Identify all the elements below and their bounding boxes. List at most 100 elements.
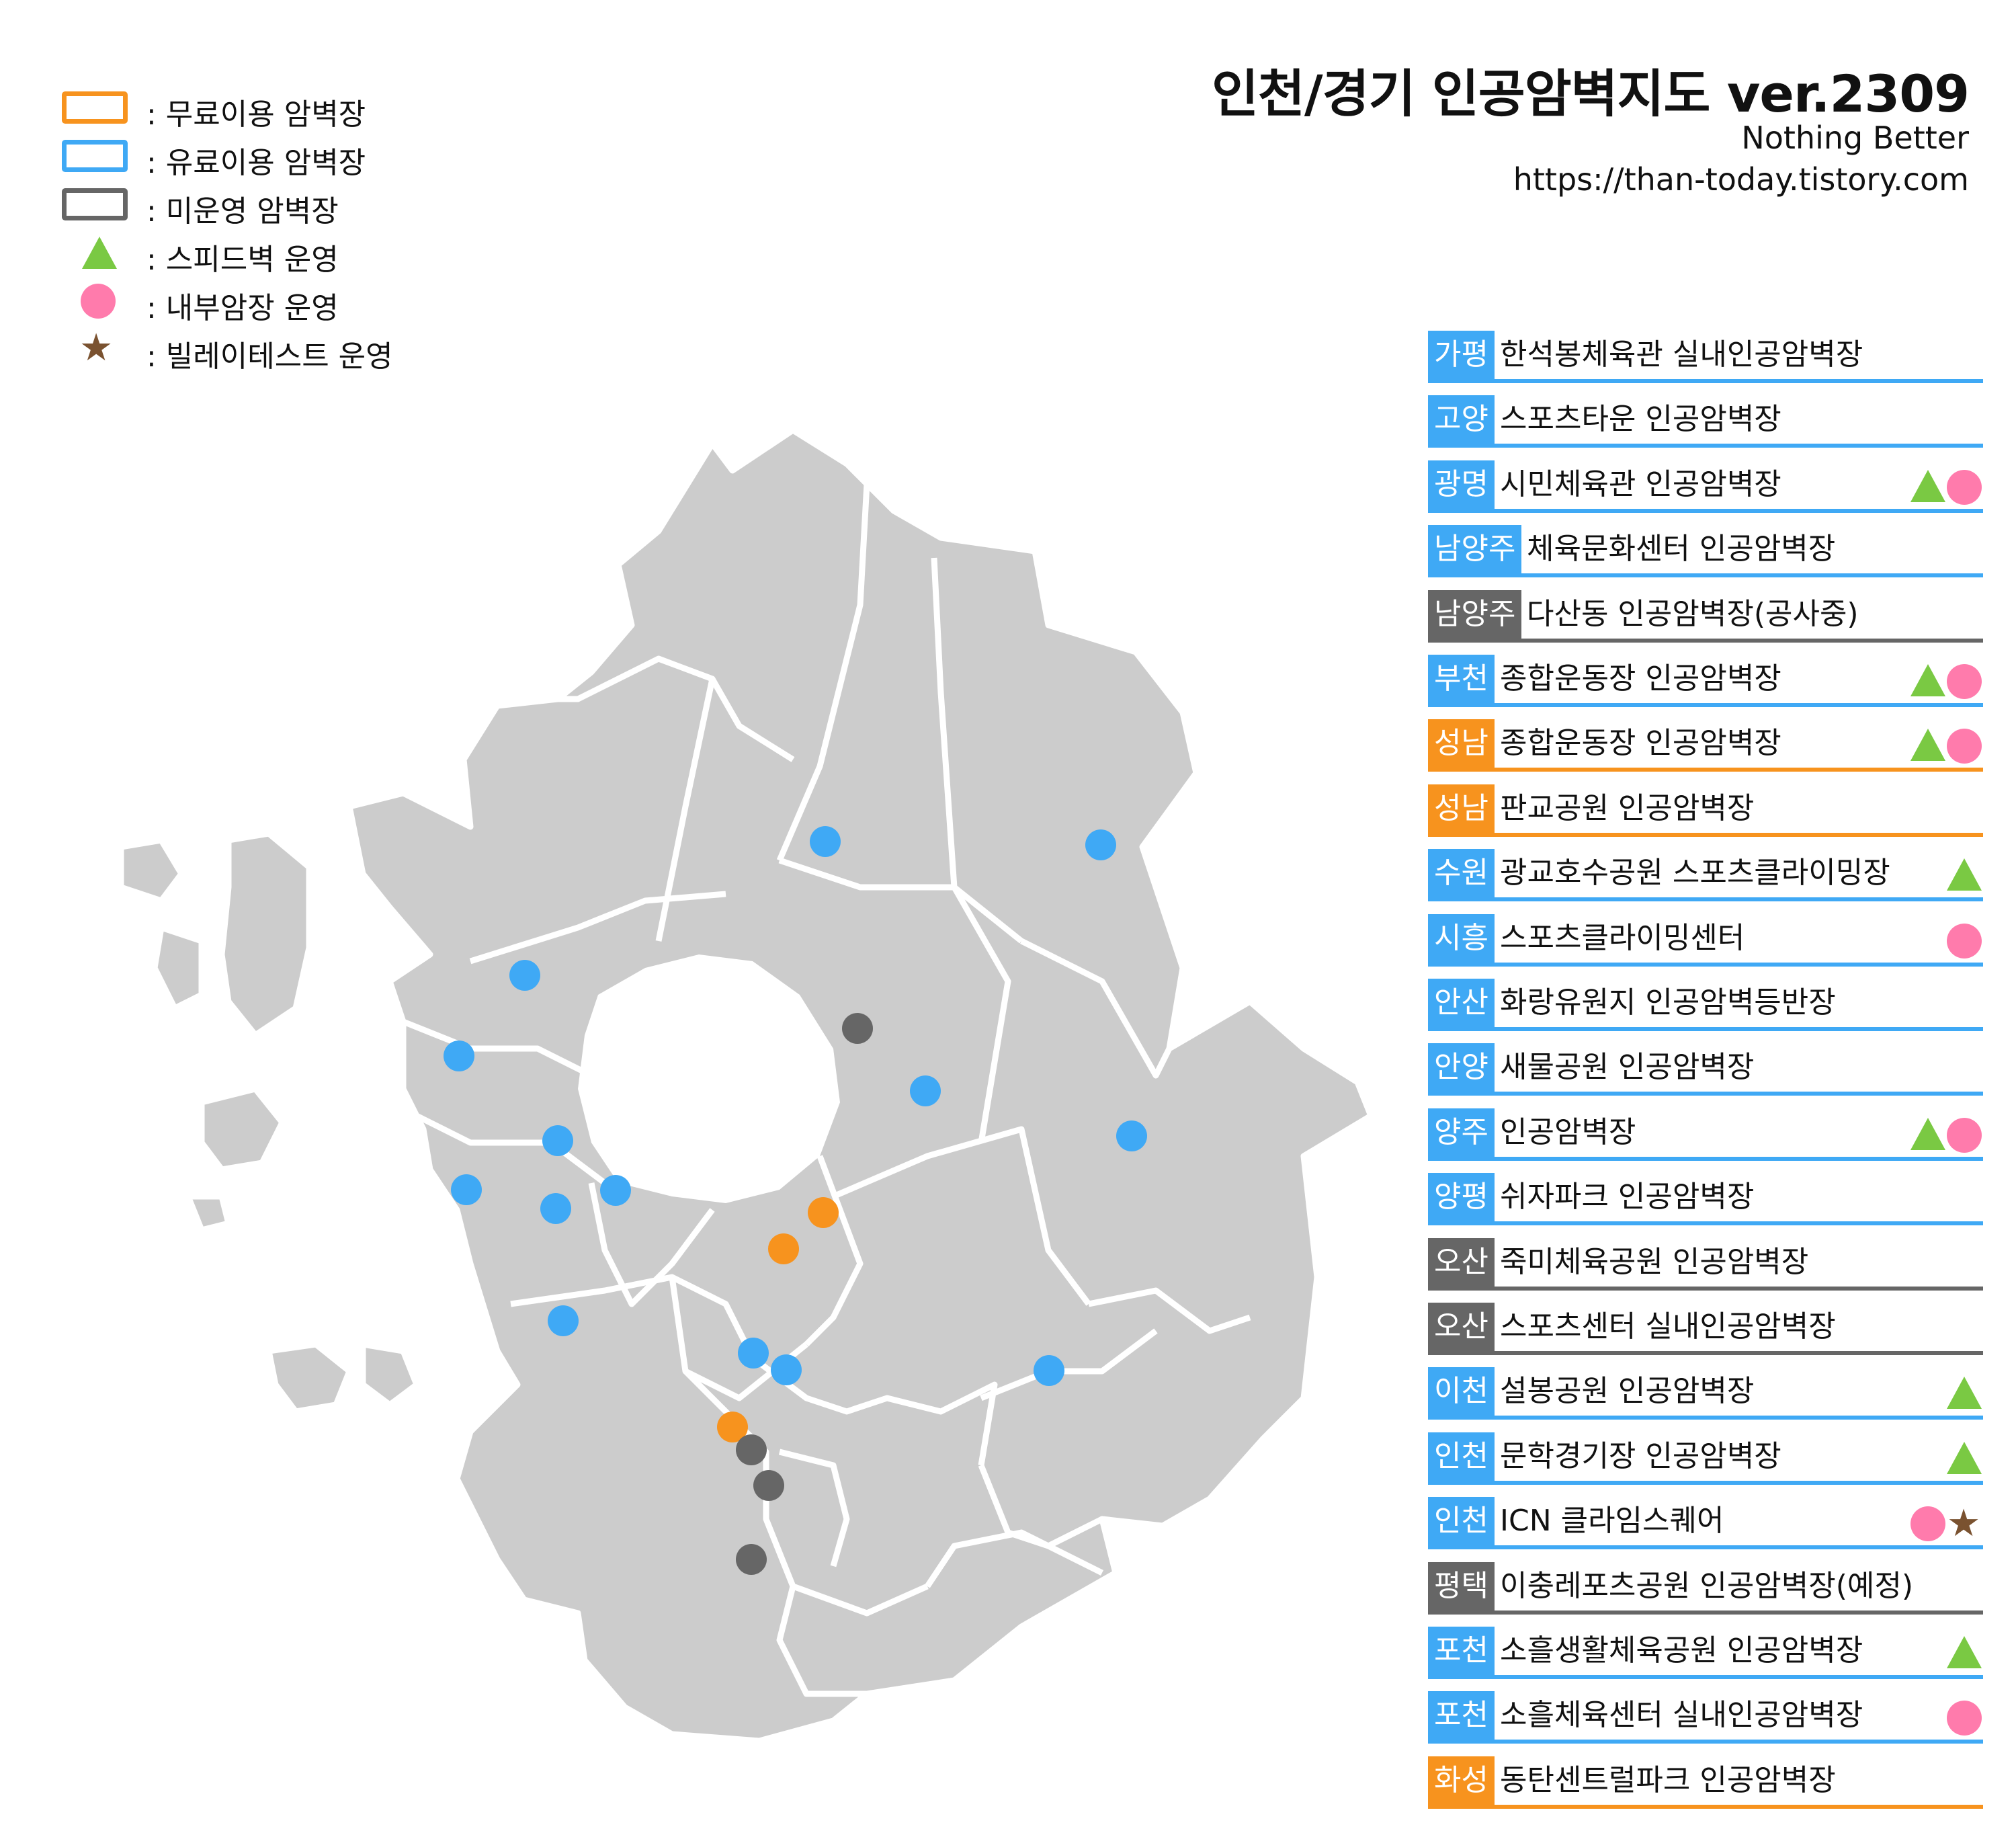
venue-underline	[1428, 1480, 1983, 1485]
region-badge: 고양	[1428, 395, 1495, 444]
venue-name: 스포츠클라이밍센터	[1500, 920, 1745, 955]
gym-marker-paid[interactable]	[738, 1338, 769, 1369]
venue-item[interactable]: 부천 종합운동장 인공암벽장	[1428, 655, 1983, 707]
gym-marker-paid[interactable]	[548, 1305, 579, 1336]
border-line	[931, 557, 1023, 944]
venue-underline	[1428, 1027, 1983, 1031]
legend-item: : 스피드벽 운영	[60, 233, 531, 277]
venue-name: 쉬자파크 인공암벽장	[1500, 1180, 1755, 1215]
region-badge: 이천	[1428, 1367, 1495, 1416]
gym-marker-closed[interactable]	[736, 1544, 767, 1575]
venue-name: 다산동 인공암벽장(공사중)	[1527, 596, 1859, 631]
border-line	[402, 1018, 593, 1079]
circle-shape	[81, 284, 116, 319]
indoor-gym-icon	[1947, 1701, 1982, 1736]
map-subtitle: Nothing Better	[1741, 120, 1969, 156]
venue-item[interactable]: 포천 소흘체육센터 실내인공암벽장	[1428, 1691, 1983, 1744]
venue-item[interactable]: 안산 화랑유원지 인공암벽등반장	[1428, 979, 1983, 1031]
venue-item[interactable]: 양평 쉬자파크 인공암벽장	[1428, 1173, 1983, 1226]
venue-item[interactable]: 이천 설봉공원 인공암벽장	[1428, 1367, 1983, 1420]
venue-underline	[1428, 832, 1983, 837]
border-line	[1088, 1287, 1251, 1334]
venue-item[interactable]: 성남 종합운동장 인공암벽장	[1428, 719, 1983, 772]
region-badge: 안양	[1428, 1043, 1495, 1092]
venue-item[interactable]: 인천 문학경기장 인공암벽장	[1428, 1432, 1983, 1485]
indoor-gym-icon	[1947, 469, 1982, 505]
gym-marker-free[interactable]	[768, 1233, 799, 1264]
region-badge: 남양주	[1428, 525, 1522, 574]
legend-label: : 빌레이테스트 운영	[146, 339, 393, 374]
gym-marker-paid[interactable]	[444, 1041, 474, 1071]
venue-item[interactable]: 남양주 체육문화센터 인공암벽장	[1428, 525, 1983, 578]
gym-marker-closed[interactable]	[842, 1013, 873, 1044]
gym-marker-closed[interactable]	[736, 1434, 767, 1465]
region-badge: 포천	[1428, 1627, 1495, 1675]
venue-icons	[1909, 1636, 1983, 1671]
venue-item[interactable]: 안양 새물공원 인공암벽장	[1428, 1043, 1983, 1096]
legend-item: : 내부암장 운영	[60, 281, 531, 325]
legend-box-shape	[62, 188, 128, 220]
venue-underline	[1428, 1804, 1983, 1809]
border-line	[778, 857, 1011, 1143]
venue-name: 문학경기장 인공암벽장	[1500, 1438, 1781, 1473]
gym-marker-paid[interactable]	[451, 1174, 482, 1205]
map-island-ongjin	[360, 1341, 420, 1408]
venue-item[interactable]: 수원 광교호수공원 스포츠클라이밍장	[1428, 849, 1983, 902]
venue-item[interactable]: 고양 스포츠타운 인공암벽장	[1428, 395, 1983, 448]
gym-marker-free[interactable]	[808, 1197, 839, 1228]
venue-item[interactable]: 평택 이충레포츠공원 인공암벽장(예정)	[1428, 1561, 1983, 1615]
map-land	[118, 427, 1374, 1744]
venue-underline	[1428, 1675, 1983, 1679]
venue-underline	[1428, 1351, 1983, 1355]
venue-item[interactable]: 남양주 다산동 인공암벽장(공사중)	[1428, 589, 1983, 643]
venue-item[interactable]: 오산 죽미체육공원 인공암벽장	[1428, 1237, 1983, 1291]
region-badge: 가평	[1428, 331, 1495, 379]
region-badge: 광명	[1428, 460, 1495, 509]
venue-item[interactable]: 시흥 스포츠클라이밍센터	[1428, 913, 1983, 967]
venue-name: 인공암벽장	[1500, 1114, 1636, 1149]
venue-item[interactable]: 오산 스포츠센터 실내인공암벽장	[1428, 1303, 1983, 1355]
venue-item[interactable]: 광명 시민체육관 인공암벽장	[1428, 460, 1983, 513]
blue-box-icon	[60, 136, 134, 176]
gym-marker-paid[interactable]	[1085, 829, 1116, 860]
gym-marker-paid[interactable]	[540, 1193, 571, 1224]
indoor-gym-icon	[1910, 1506, 1945, 1542]
gym-marker-paid[interactable]	[910, 1075, 941, 1106]
venue-name: ICN 클라임스퀘어	[1500, 1504, 1724, 1539]
venue-item[interactable]: 화성 동탄센트럴파크 인공암벽장	[1428, 1756, 1983, 1809]
venue-underline	[1428, 962, 1983, 967]
venue-name: 죽미체육공원 인공암벽장	[1500, 1244, 1809, 1279]
gym-marker-paid[interactable]	[1116, 1120, 1147, 1151]
map-markers	[444, 826, 1147, 1575]
map-url: https://than-today.tistory.com	[1513, 161, 1969, 198]
gym-marker-paid[interactable]	[600, 1175, 631, 1206]
venue-icons	[1909, 469, 1983, 505]
legend-label: : 내부암장 운영	[146, 291, 339, 325]
venue-name: 설봉공원 인공암벽장	[1500, 1374, 1755, 1409]
venue-item[interactable]: 성남 판교공원 인공암벽장	[1428, 784, 1983, 837]
venue-item[interactable]: 가평 한석봉체육관 실내인공암벽장	[1428, 331, 1983, 383]
venue-name: 소흘체육센터 실내인공암벽장	[1500, 1698, 1863, 1733]
pink-circle-icon	[60, 281, 134, 321]
map-island-seogeom	[151, 924, 205, 1012]
venue-name: 스포츠타운 인공암벽장	[1500, 402, 1781, 437]
gym-marker-paid[interactable]	[542, 1125, 573, 1156]
gym-marker-free[interactable]	[717, 1412, 748, 1442]
legend-label: : 스피드벽 운영	[146, 243, 339, 277]
gym-marker-paid[interactable]	[1034, 1355, 1064, 1386]
venue-item[interactable]: 포천 소흘생활체육공원 인공암벽장	[1428, 1627, 1983, 1679]
gym-marker-paid[interactable]	[810, 826, 841, 857]
venue-name: 판교공원 인공암벽장	[1500, 790, 1755, 825]
gym-marker-closed[interactable]	[753, 1470, 784, 1501]
venue-underline	[1428, 1156, 1983, 1161]
region-badge: 안산	[1428, 979, 1495, 1027]
venue-name: 동탄센트럴파크 인공암벽장	[1500, 1762, 1836, 1797]
venue-item[interactable]: 양주 인공암벽장	[1428, 1108, 1983, 1161]
border-line	[588, 1182, 715, 1307]
gym-marker-paid[interactable]	[771, 1354, 802, 1385]
region-badge: 오산	[1428, 1303, 1495, 1351]
gym-marker-paid[interactable]	[509, 960, 540, 991]
border-line	[776, 1585, 867, 1697]
venue-item[interactable]: 인천 ICN 클라임스퀘어 ★	[1428, 1497, 1983, 1550]
